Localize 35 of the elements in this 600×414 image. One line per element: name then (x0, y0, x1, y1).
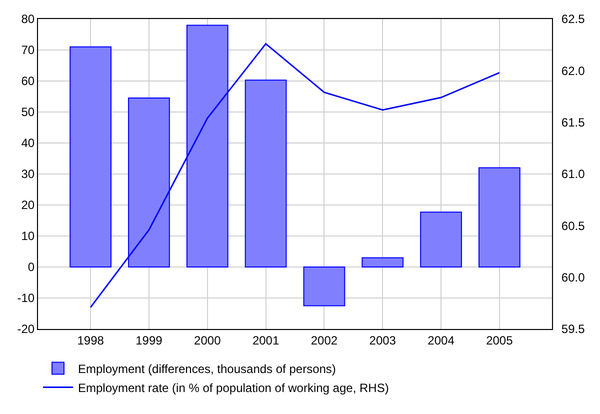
y2-tick-label: 62.0 (561, 64, 586, 78)
y2-tick-label: 62.5 (561, 12, 586, 26)
y2-tick-label: 60.0 (561, 270, 586, 285)
y2-tick-label: 61.5 (561, 116, 586, 130)
bar (128, 98, 170, 268)
x-tick-label: 1998 (77, 333, 104, 348)
bar (303, 266, 346, 306)
y-tick-label: 60 (21, 74, 35, 88)
legend-label: Employment rate (in % of population of working age, RHS) (78, 380, 389, 395)
y-tick-label: 10 (21, 229, 35, 244)
bar (478, 167, 520, 268)
y2-tick-label: 59.5 (561, 322, 586, 336)
bar (70, 46, 112, 268)
x-tick-label: 1999 (136, 333, 163, 348)
legend-label: Employment (differences, thousands of persons) (78, 362, 336, 376)
x-tick-label: 2001 (252, 333, 280, 348)
x-tick-label: 2000 (194, 333, 222, 348)
bar (244, 80, 287, 268)
y-tick-label: 0 (28, 260, 35, 274)
x-tick-label: 2003 (369, 333, 396, 348)
y-tick-label: -10 (17, 291, 35, 306)
y-tick-label: 30 (21, 167, 35, 182)
bar (362, 257, 404, 268)
y2-tick-label: 60.5 (561, 218, 586, 233)
y-tick-label: 20 (21, 198, 35, 212)
x-tick-label: 2002 (310, 333, 338, 348)
bar (420, 212, 462, 268)
y-tick-label: 40 (21, 136, 35, 150)
y2-tick-label: 61.0 (561, 167, 586, 182)
y-tick-label: 70 (21, 43, 35, 58)
y-tick-label: 50 (21, 105, 35, 120)
y-tick-label: 80 (21, 12, 35, 26)
x-tick-label: 2005 (486, 333, 514, 348)
y-tick-label: -20 (17, 322, 35, 336)
x-tick-label: 2004 (428, 333, 455, 348)
